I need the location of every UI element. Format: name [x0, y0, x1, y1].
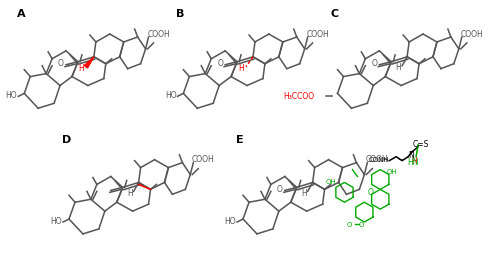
- Text: COOH: COOH: [147, 29, 170, 39]
- Text: O: O: [368, 188, 374, 197]
- Text: A: A: [18, 9, 26, 19]
- Text: COOH: COOH: [460, 29, 483, 39]
- Text: OH: OH: [387, 169, 398, 175]
- Text: HO: HO: [50, 217, 62, 226]
- Text: O: O: [372, 59, 377, 68]
- Text: H: H: [411, 157, 417, 166]
- Text: O: O: [217, 59, 223, 68]
- Text: HO: HO: [224, 217, 236, 226]
- Text: D: D: [62, 135, 72, 145]
- Text: B: B: [176, 9, 185, 19]
- Text: CONH: CONH: [369, 157, 390, 163]
- Text: E: E: [236, 135, 244, 145]
- Text: ~: ~: [397, 157, 403, 163]
- Text: O: O: [58, 59, 64, 68]
- Text: H: H: [127, 189, 132, 198]
- Text: O: O: [277, 185, 283, 194]
- Text: O: O: [358, 222, 364, 228]
- Text: COOH: COOH: [192, 155, 214, 164]
- Text: H: H: [238, 64, 244, 73]
- Text: H: H: [301, 189, 306, 198]
- Text: H₃CCOO: H₃CCOO: [284, 92, 314, 101]
- Text: OH: OH: [325, 180, 336, 186]
- Text: HN: HN: [408, 158, 419, 167]
- Text: COOH: COOH: [366, 155, 388, 164]
- Text: HO: HO: [6, 91, 18, 100]
- Text: C=S: C=S: [413, 140, 429, 149]
- Text: C: C: [330, 9, 338, 19]
- Polygon shape: [84, 57, 94, 68]
- Text: O: O: [347, 222, 352, 228]
- Text: N: N: [408, 151, 414, 160]
- Text: H: H: [396, 63, 401, 72]
- Text: H: H: [78, 64, 84, 73]
- Text: COOH: COOH: [306, 29, 329, 39]
- Text: HO: HO: [165, 91, 176, 100]
